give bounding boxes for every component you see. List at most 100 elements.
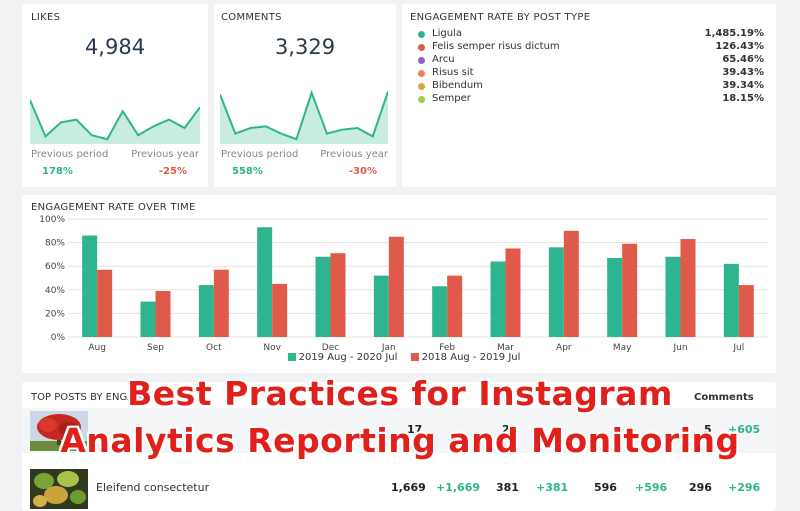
legend-dot-icon xyxy=(418,96,425,103)
sparkline-area xyxy=(30,100,200,144)
article-title-line-1: Best Practices for Instagram xyxy=(127,374,673,413)
engagement-type-name: Semper xyxy=(432,93,471,104)
x-tick-label: Nov xyxy=(263,343,281,353)
table-row[interactable]: Eleifend consectetur 1,669 +1,669 381 +3… xyxy=(22,466,776,511)
engagement-type-row: Arcu 65.46% xyxy=(418,54,764,67)
comments-column-header: Comments xyxy=(694,392,754,403)
bar xyxy=(563,230,579,337)
comments-previous-period-label: Previous period xyxy=(221,149,299,160)
bar xyxy=(723,263,739,337)
bar xyxy=(82,235,98,337)
engagement-type-row: Felis semper risus dictum 126.43% xyxy=(418,41,764,54)
engagement-type-list: Ligula 1,485.19% Felis semper risus dict… xyxy=(418,28,764,106)
top-posts-card: TOP POSTS BY ENGAGE Comments 17 24 5 +60… xyxy=(22,382,776,511)
x-tick-label: Mar xyxy=(497,343,514,353)
likes-previous-period-label: Previous period xyxy=(31,149,109,160)
engagement-bar-chart: 0% 20% 40% 60% 80% 100% Aug Sep Oct Nov Dec Jan Feb M… xyxy=(39,215,768,353)
x-tick-label: May xyxy=(613,343,632,353)
post-metric: 17 xyxy=(407,423,423,436)
bar xyxy=(388,236,404,337)
legend-dot-icon xyxy=(418,70,425,77)
x-tick-label: Jan xyxy=(381,343,396,353)
bar xyxy=(738,285,754,337)
engagement-type-value: 65.46% xyxy=(722,54,764,65)
post-metric: 24 xyxy=(502,423,518,436)
x-tick-label: Jun xyxy=(672,343,687,353)
legend-dot-icon xyxy=(418,83,425,90)
x-tick-label: Dec xyxy=(322,343,339,353)
likes-value: 4,984 xyxy=(84,35,146,59)
likes-sparkline xyxy=(30,99,200,144)
bar xyxy=(330,253,346,337)
bar xyxy=(272,283,288,337)
post-metric-delta: +381 xyxy=(536,481,569,494)
post-thumbnail-leaves-image xyxy=(30,469,88,509)
x-tick-label: Oct xyxy=(206,343,222,353)
bar xyxy=(97,269,113,337)
legend-dot-icon xyxy=(418,57,425,64)
legend-series-2: 2018 Aug - 2019 Jul xyxy=(421,352,521,363)
engagement-type-value: 39.34% xyxy=(722,80,764,91)
y-tick-label: 0% xyxy=(51,333,66,343)
engagement-type-row: Semper 18.15% xyxy=(418,93,764,106)
y-tick-label: 80% xyxy=(45,239,65,249)
engagement-by-type-title: ENGAGEMENT RATE BY POST TYPE xyxy=(410,12,591,23)
bar xyxy=(140,301,156,337)
engagement-type-name: Bibendum xyxy=(432,80,483,91)
x-tick-label: Aug xyxy=(88,343,106,353)
likes-previous-year-change: -25% xyxy=(158,166,187,177)
bar xyxy=(665,256,681,337)
post-metric: 296 xyxy=(689,481,712,494)
y-tick-label: 20% xyxy=(45,309,65,319)
bar xyxy=(548,247,564,337)
engagement-type-value: 39.43% xyxy=(722,67,764,78)
post-metric: 381 xyxy=(496,481,519,494)
comments-previous-year-label: Previous year xyxy=(320,149,388,160)
likes-card: LIKES 4,984 Previous period Previous yea… xyxy=(22,4,208,187)
likes-previous-year-label: Previous year xyxy=(131,149,199,160)
engagement-type-name: Arcu xyxy=(432,54,455,65)
post-thumbnail-tree-image xyxy=(30,411,88,451)
engagement-type-name: Risus sit xyxy=(432,67,474,78)
x-tick-label: Apr xyxy=(556,343,572,353)
bar xyxy=(490,261,506,337)
likes-title: LIKES xyxy=(31,12,61,23)
comments-value: 3,329 xyxy=(274,35,336,59)
post-metric: 5 xyxy=(704,423,712,436)
comments-card: COMMENTS 3,329 Previous period Previous … xyxy=(214,4,396,187)
y-tick-label: 100% xyxy=(39,215,65,225)
bar xyxy=(680,239,696,337)
x-tick-label: Sep xyxy=(147,343,164,353)
bar xyxy=(505,248,521,337)
x-tick-label: Jul xyxy=(732,343,744,353)
article-title-overlay: Best Practices for Instagram Analytics R… xyxy=(0,370,800,464)
engagement-by-type-card: ENGAGEMENT RATE BY POST TYPE Ligula 1,48… xyxy=(402,4,776,187)
y-tick-label: 40% xyxy=(45,286,65,296)
bar xyxy=(155,290,171,337)
table-row[interactable]: 17 24 5 +605 xyxy=(22,408,776,453)
bar xyxy=(257,227,273,337)
bar xyxy=(607,257,623,337)
legend-dot-icon xyxy=(418,31,425,38)
post-metric-delta: +1,669 xyxy=(436,481,481,494)
engagement-type-row: Bibendum 39.34% xyxy=(418,80,764,93)
sparkline-line xyxy=(220,89,388,141)
bar xyxy=(432,286,448,337)
likes-previous-period-change: 178% xyxy=(42,166,73,177)
engagement-type-value: 126.43% xyxy=(715,41,764,52)
post-caption: Eleifend consectetur xyxy=(96,481,210,494)
bar xyxy=(373,275,389,337)
legend-series-1: 2019 Aug - 2020 Jul xyxy=(298,352,398,363)
engagement-over-time-card: ENGAGEMENT RATE OVER TIME 0% 20% 40% 60% 80%… xyxy=(22,195,776,373)
comments-previous-year-change: -30% xyxy=(348,166,377,177)
post-metric: 1,669 xyxy=(391,481,426,494)
engagement-over-time-title: ENGAGEMENT RATE OVER TIME xyxy=(31,202,196,213)
article-title-line-2: Analytics Reporting and Monitoring xyxy=(60,421,740,460)
bar xyxy=(213,269,229,337)
comments-title: COMMENTS xyxy=(221,12,282,23)
chart-legend: 2019 Aug - 2020 Jul 2018 Aug - 2019 Jul xyxy=(22,352,776,363)
y-tick-label: 60% xyxy=(45,262,65,272)
engagement-type-name: Felis semper risus dictum xyxy=(432,41,560,52)
bar xyxy=(622,243,638,337)
engagement-type-value: 18.15% xyxy=(722,93,764,104)
